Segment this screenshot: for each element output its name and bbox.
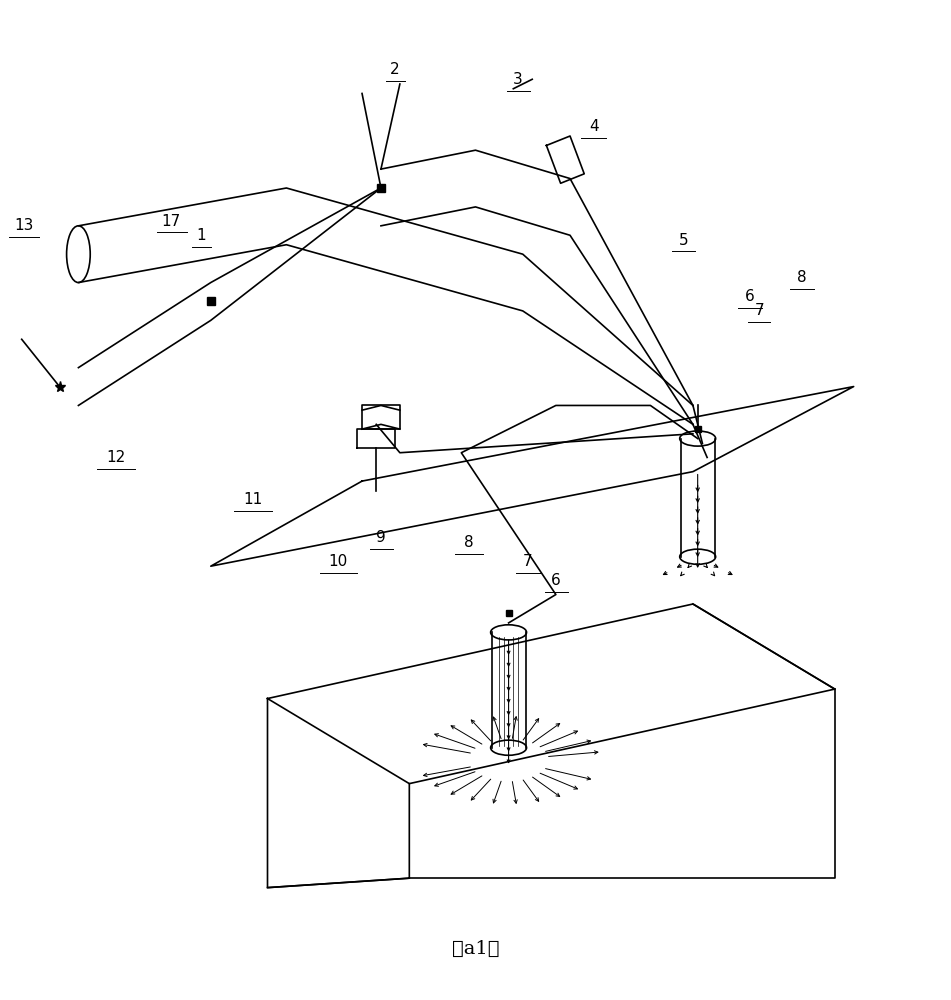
Text: 6: 6 — [745, 289, 754, 304]
Text: （a1）: （a1） — [452, 940, 499, 958]
Text: 3: 3 — [514, 72, 523, 87]
Text: 9: 9 — [376, 530, 386, 545]
Text: 1: 1 — [197, 228, 206, 243]
Text: 2: 2 — [390, 62, 400, 77]
Text: 17: 17 — [162, 214, 181, 229]
Text: 11: 11 — [243, 492, 262, 508]
Text: 12: 12 — [107, 450, 126, 465]
Text: 4: 4 — [589, 119, 598, 134]
Text: 7: 7 — [523, 554, 533, 569]
Text: 10: 10 — [329, 554, 348, 569]
Text: 8: 8 — [464, 535, 474, 550]
Text: 8: 8 — [797, 270, 806, 285]
Text: 6: 6 — [551, 573, 561, 588]
Text: 5: 5 — [679, 233, 689, 248]
Text: 13: 13 — [14, 218, 33, 233]
Text: 7: 7 — [754, 303, 764, 318]
